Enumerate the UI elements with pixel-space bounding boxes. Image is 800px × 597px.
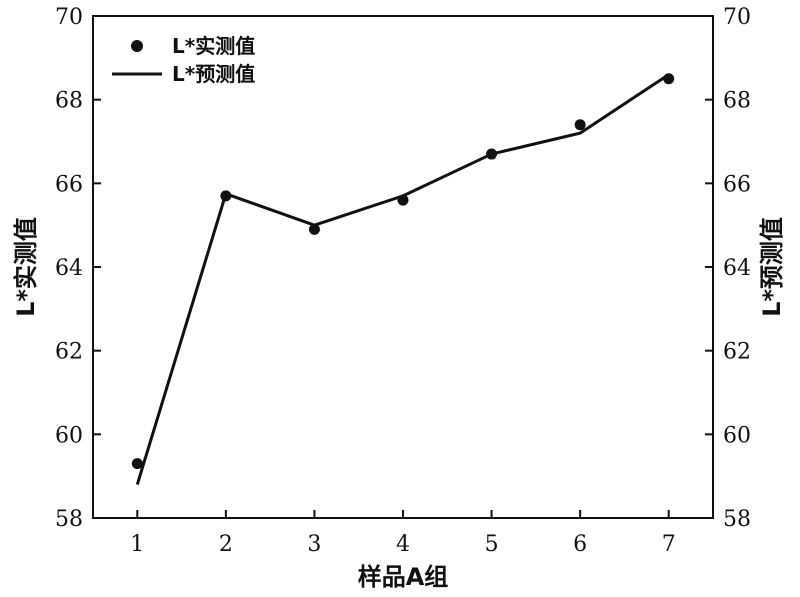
y-tick-label-right: 62: [723, 340, 751, 365]
data-point: [486, 148, 498, 160]
y-tick-label-right: 58: [723, 507, 751, 532]
y-tick-label-left: 68: [55, 89, 83, 114]
series-line-predicted: [135, 73, 670, 485]
data-point: [397, 194, 409, 206]
x-tick-label: 7: [662, 532, 676, 557]
y-tick-label-right: 60: [723, 423, 751, 448]
y-tick-label-left: 58: [55, 507, 83, 532]
y-tick-label-left: 66: [55, 172, 83, 197]
x-tick-label: 5: [485, 532, 499, 557]
y-tick-label-left: 62: [55, 340, 83, 365]
y-tick-label-right: 66: [723, 172, 751, 197]
legend-label-predicted: L*预测值: [172, 62, 255, 86]
data-point: [663, 73, 675, 85]
axis-tick-labels: 1 2 3 4 5 6 7 58 58 60 60 62 62 64 64 66 66 68 68 70 70: [55, 5, 751, 557]
x-tick-label: 4: [396, 532, 410, 557]
x-tick-label: 6: [573, 532, 587, 557]
data-point: [308, 223, 320, 235]
data-point: [574, 119, 586, 131]
x-tick-label: 3: [307, 532, 321, 557]
y-axis-title-right: L*预测值: [758, 217, 786, 317]
x-tick-label: 1: [130, 532, 144, 557]
y-axis-title-left: L*实测值: [12, 217, 40, 317]
y-tick-label-left: 60: [55, 423, 83, 448]
legend-label-measured: L*实测值: [172, 34, 255, 58]
y-tick-label-right: 70: [723, 5, 751, 30]
data-point: [220, 190, 232, 202]
series-points-measured: [131, 73, 675, 470]
y-tick-label-right: 64: [723, 256, 751, 281]
data-point: [131, 458, 143, 470]
plot-frame: [92, 15, 714, 519]
x-tick-label: 2: [219, 532, 233, 557]
x-axis-title: 样品A组: [358, 563, 449, 591]
y-tick-label-right: 68: [723, 89, 751, 114]
axis-ticks: [93, 15, 713, 519]
y-tick-label-left: 70: [55, 5, 83, 30]
legend: L*实测值 L*预测值: [112, 34, 255, 86]
y-tick-label-left: 64: [55, 256, 83, 281]
legend-marker-measured: [131, 40, 143, 52]
